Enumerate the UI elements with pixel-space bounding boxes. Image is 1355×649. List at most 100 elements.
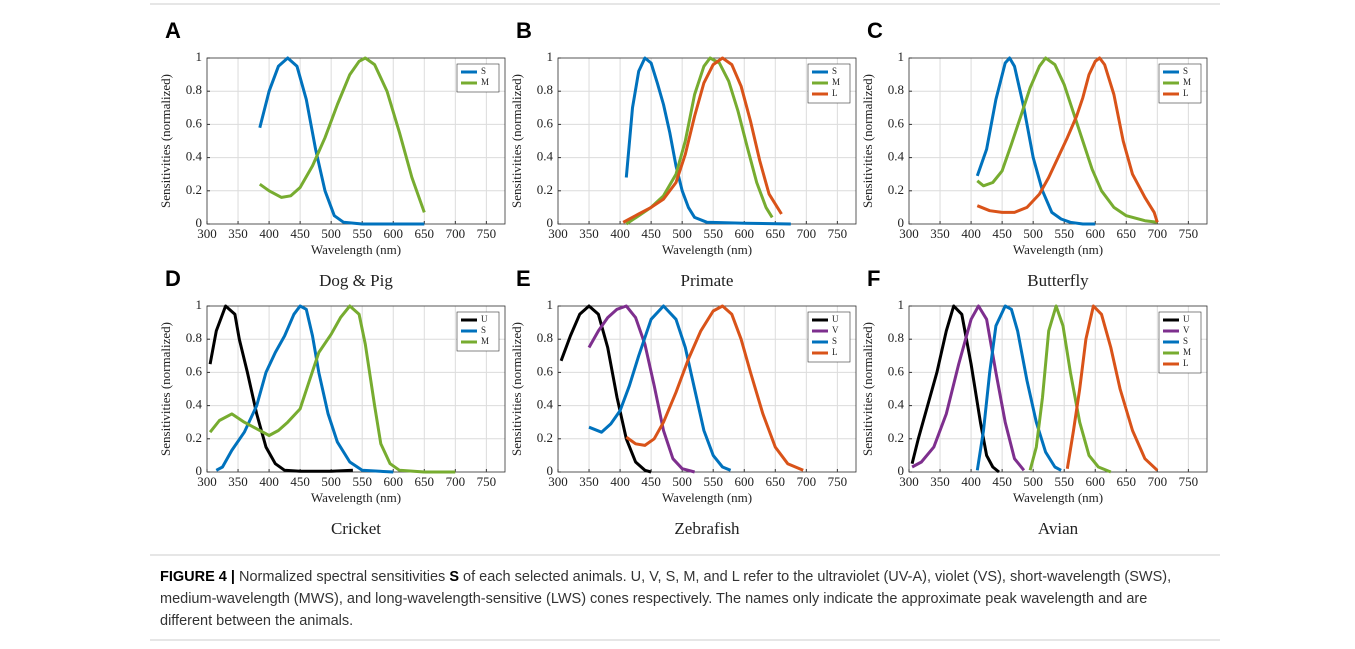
y-tick-label: 0.2 <box>537 182 553 197</box>
panel-letter: F <box>867 266 880 291</box>
data-line <box>911 304 1026 472</box>
panel: 300 350 400 450 500 550 600 650 700 750 0 0.2 0.4 0.6… <box>509 266 857 538</box>
x-tick-label: 700 <box>797 474 817 489</box>
y-tick-label: 0.4 <box>888 397 905 412</box>
x-tick-label: 650 <box>415 474 435 489</box>
x-tick-label: 500 <box>672 226 692 241</box>
panel-letter: D <box>165 266 181 291</box>
y-tick-label: 0.8 <box>186 330 202 345</box>
axes-frame <box>908 305 1208 473</box>
x-tick-label: 700 <box>1148 474 1168 489</box>
panel: 300 350 400 450 500 550 600 650 700 750 0 0.2 0.4 0.6… <box>158 266 506 538</box>
data-line <box>588 304 732 472</box>
y-tick-label: 0.2 <box>186 430 202 445</box>
data-line <box>258 56 425 226</box>
y-tick-label: 0.8 <box>186 82 202 97</box>
y-tick-label: 0.6 <box>186 115 203 130</box>
x-tick-label: 300 <box>899 474 919 489</box>
panel-letter: B <box>516 18 532 43</box>
data-line <box>976 56 1158 224</box>
x-tick-label: 700 <box>1148 226 1168 241</box>
x-tick-label: 700 <box>446 226 466 241</box>
y-tick-label: 0.2 <box>186 182 202 197</box>
axes-frame <box>206 305 506 473</box>
x-tick-label: 550 <box>352 226 372 241</box>
panel: 300 350 400 450 500 550 600 650 700 750 0 0.2 0.4 0.6… <box>860 18 1208 290</box>
caption-text: of each selected animals. U, V, S, M, an… <box>160 569 1172 629</box>
legend-label: M <box>1183 347 1191 357</box>
y-axis-label: Sensitivities (normalized) <box>158 322 173 456</box>
x-tick-label: 500 <box>1023 474 1043 489</box>
data-line <box>1065 304 1159 472</box>
y-tick-label: 0.6 <box>537 115 554 130</box>
legend-label: L <box>832 347 838 357</box>
caption-text: Normalized spectral sensitivities <box>239 569 446 585</box>
x-tick-label: 350 <box>930 226 950 241</box>
y-tick-label: 0.6 <box>888 363 905 378</box>
y-tick-label: 0 <box>547 215 554 230</box>
x-tick-label: 450 <box>641 474 661 489</box>
x-tick-label: 700 <box>797 226 817 241</box>
x-tick-label: 350 <box>228 226 248 241</box>
data-line <box>215 304 394 474</box>
x-tick-label: 550 <box>1054 226 1074 241</box>
x-tick-label: 750 <box>1179 474 1199 489</box>
legend-box <box>456 63 500 93</box>
legend-label: V <box>1183 325 1190 335</box>
y-tick-label: 0 <box>196 215 203 230</box>
y-tick-label: 0.8 <box>888 330 904 345</box>
y-axis-label: Sensitivities (normalized) <box>509 322 524 456</box>
y-tick-label: 0 <box>898 463 905 478</box>
x-tick-label: 400 <box>610 226 630 241</box>
data-line <box>625 304 804 472</box>
data-line <box>910 304 1000 474</box>
x-tick-label: 300 <box>197 474 217 489</box>
data-line <box>587 304 695 474</box>
y-tick-label: 1 <box>547 297 554 312</box>
x-tick-label: 400 <box>610 474 630 489</box>
legend-label: M <box>832 77 840 87</box>
y-axis-label: Sensitivities (normalized) <box>158 74 173 208</box>
chart-title: Butterfly <box>1027 271 1089 290</box>
x-tick-label: 500 <box>321 226 341 241</box>
axes-frame <box>557 305 857 473</box>
x-tick-label: 500 <box>1023 226 1043 241</box>
x-tick-label: 450 <box>992 474 1012 489</box>
caption: FIGURE 4 | Normalized spectral sensitivi… <box>160 566 1200 632</box>
panel: 300 350 400 450 500 550 600 650 700 750 0 0.2 0.4 0.6… <box>860 266 1208 538</box>
y-tick-label: 0.2 <box>888 430 904 445</box>
data-line <box>624 56 791 226</box>
legend-label: S <box>481 66 486 76</box>
legend-label: L <box>832 88 838 98</box>
x-axis-label: Wavelength (nm) <box>662 242 752 257</box>
panel: 300 350 400 450 500 550 600 650 700 750 0 0.2 0.4 0.6… <box>158 18 506 290</box>
x-tick-label: 750 <box>477 226 497 241</box>
y-tick-label: 0 <box>898 215 905 230</box>
chart-title: Cricket <box>331 519 381 538</box>
y-tick-label: 0.4 <box>537 397 554 412</box>
y-tick-label: 0.4 <box>186 149 203 164</box>
legend-label: U <box>1183 314 1190 324</box>
x-axis-label: Wavelength (nm) <box>311 242 401 257</box>
legend-label: S <box>1183 66 1188 76</box>
x-tick-label: 600 <box>384 226 404 241</box>
legend-label: U <box>832 314 839 324</box>
data-line <box>1028 304 1112 474</box>
x-tick-label: 550 <box>703 474 723 489</box>
y-tick-label: 0.4 <box>186 397 203 412</box>
x-tick-label: 400 <box>259 226 279 241</box>
x-tick-label: 500 <box>672 474 692 489</box>
y-tick-label: 0 <box>196 463 203 478</box>
legend-label: S <box>832 66 837 76</box>
x-tick-label: 350 <box>930 474 950 489</box>
caption-label: FIGURE 4 | <box>160 569 235 585</box>
x-tick-label: 350 <box>228 474 248 489</box>
legend-label: M <box>1183 77 1191 87</box>
panel-letter: A <box>165 18 181 43</box>
y-tick-label: 0.4 <box>537 149 554 164</box>
x-tick-label: 750 <box>828 474 848 489</box>
x-tick-label: 650 <box>766 226 786 241</box>
x-tick-label: 350 <box>579 226 599 241</box>
y-axis-label: Sensitivities (normalized) <box>860 322 875 456</box>
